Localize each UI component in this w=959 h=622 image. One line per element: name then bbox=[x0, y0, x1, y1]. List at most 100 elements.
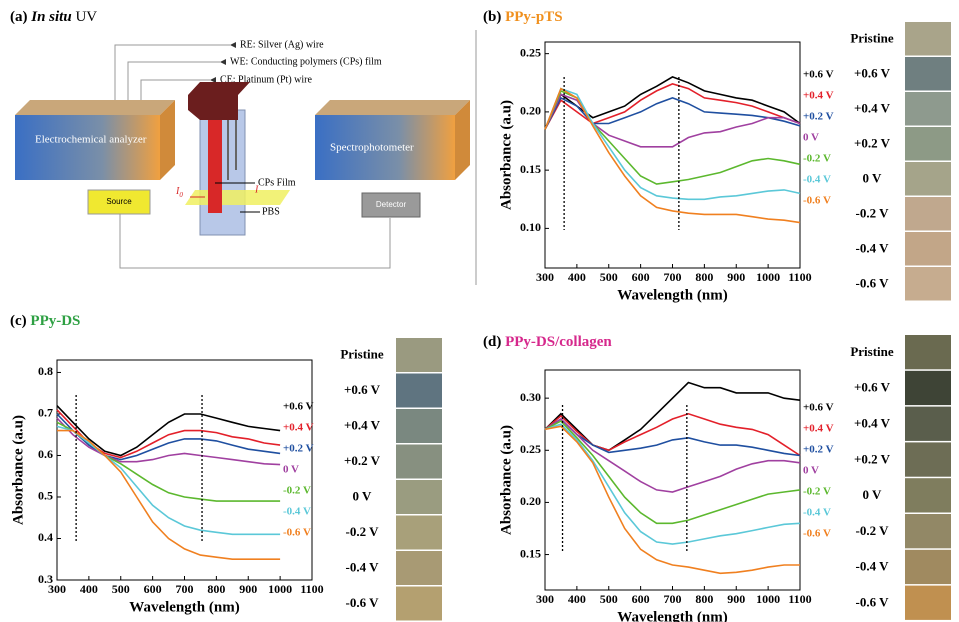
strip-label: -0.2 V bbox=[346, 524, 380, 539]
box-side bbox=[455, 100, 470, 180]
series-line bbox=[56, 417, 281, 466]
y-tick-label: 0.7 bbox=[38, 406, 53, 420]
photo-swatch bbox=[905, 478, 951, 513]
photo-swatch bbox=[396, 444, 442, 479]
photo-swatch bbox=[905, 549, 951, 585]
plot-frame bbox=[544, 41, 801, 269]
x-tick-label: 800 bbox=[695, 270, 713, 284]
y-tick-label: 0.15 bbox=[520, 162, 541, 176]
photo-swatch bbox=[905, 335, 951, 370]
strip-label: +0.6 V bbox=[854, 65, 891, 80]
x-tick-label: 700 bbox=[176, 582, 194, 596]
source-label: Source bbox=[106, 197, 132, 206]
series-line bbox=[544, 96, 801, 130]
i0-label: I0 bbox=[175, 186, 183, 198]
pbs-label: PBS bbox=[262, 206, 280, 217]
x-axis-label: Wavelength (nm) bbox=[617, 609, 727, 622]
series-line bbox=[56, 405, 281, 457]
title-text: PPy-pTS bbox=[505, 9, 563, 25]
spectro-label: Spectrophotometer bbox=[330, 142, 414, 154]
x-tick-label: 500 bbox=[600, 592, 618, 606]
series-label: -0.4 V bbox=[283, 506, 311, 518]
arrow bbox=[210, 77, 216, 83]
y-tick-label: 0.8 bbox=[38, 364, 53, 378]
y-tick-label: 0.20 bbox=[520, 494, 541, 508]
series-line bbox=[544, 420, 801, 525]
strip-label: +0.4 V bbox=[344, 418, 381, 433]
series-label: -0.2 V bbox=[803, 153, 831, 165]
x-tick-label: 1000 bbox=[268, 582, 292, 596]
series-line bbox=[544, 417, 801, 457]
x-tick-label: 900 bbox=[727, 592, 745, 606]
x-tick-label: 300 bbox=[536, 592, 554, 606]
series-line bbox=[544, 423, 801, 545]
we-label: WE: Conducting polymers (CPs) film bbox=[230, 56, 382, 67]
cp-film bbox=[208, 118, 222, 213]
photo-swatch bbox=[905, 370, 951, 406]
x-tick-label: 800 bbox=[695, 592, 713, 606]
series-label: -0.6 V bbox=[803, 195, 831, 207]
chart: (b) PPy-pTS 300 400 500 600 700 800 900 1000 1100… bbox=[483, 9, 951, 303]
y-axis-label: Absorbance (a.u) bbox=[10, 415, 26, 525]
x-tick-label: 300 bbox=[536, 270, 554, 284]
x-tick-label: 400 bbox=[80, 582, 98, 596]
re-label: RE: Silver (Ag) wire bbox=[240, 39, 324, 50]
series-label: -0.6 V bbox=[283, 527, 311, 539]
series-label: +0.4 V bbox=[803, 423, 834, 435]
strip-label: +0.2 V bbox=[854, 451, 891, 466]
strip-label: +0.4 V bbox=[854, 415, 891, 430]
strip-label: -0.4 V bbox=[346, 560, 380, 575]
box-top bbox=[315, 100, 470, 115]
photo-swatch bbox=[396, 373, 442, 408]
i-label: I bbox=[254, 184, 259, 195]
strip-label: +0.2 V bbox=[854, 135, 891, 150]
photo-swatch bbox=[396, 551, 442, 585]
detector-box bbox=[361, 192, 421, 218]
title-rest: UV bbox=[75, 9, 97, 25]
y-tick-label: 0.3 bbox=[38, 572, 53, 586]
series-line bbox=[544, 425, 800, 575]
panel-label: (a) In situ UV bbox=[10, 9, 97, 25]
x-tick-label: 500 bbox=[112, 582, 130, 596]
photo-swatch bbox=[905, 585, 951, 620]
y-tick-label: 0.25 bbox=[520, 45, 541, 59]
x-tick-label: 400 bbox=[568, 592, 586, 606]
strip-label: 0 V bbox=[353, 489, 373, 504]
chart: (d) PPy-DS/collagen 300 400 500 600 700 800 900… bbox=[483, 334, 951, 622]
strip-label: Pristine bbox=[850, 30, 894, 45]
series-line bbox=[56, 425, 281, 536]
series-label: +0.6 V bbox=[803, 402, 834, 414]
series-label: +0.2 V bbox=[283, 443, 314, 455]
strip-label: -0.6 V bbox=[346, 595, 380, 610]
wire bbox=[119, 212, 391, 269]
series-label: +0.2 V bbox=[803, 444, 834, 456]
series-label: +0.4 V bbox=[803, 90, 834, 102]
photo-swatch bbox=[905, 232, 951, 266]
y-tick-label: 0.25 bbox=[520, 442, 541, 456]
photo-swatch bbox=[905, 442, 951, 477]
strip-label: -0.2 V bbox=[856, 523, 890, 538]
photo-swatch bbox=[905, 514, 951, 549]
series-line bbox=[544, 76, 801, 130]
series-label: -0.2 V bbox=[803, 486, 831, 498]
detector-label: Detector bbox=[376, 200, 407, 209]
series-line bbox=[56, 413, 281, 461]
film-label: CPs Film bbox=[258, 177, 296, 188]
y-axis-label: Absorbance (a.u) bbox=[498, 100, 514, 210]
chart-title: (b) PPy-pTS bbox=[483, 9, 563, 25]
series-line bbox=[57, 429, 281, 560]
i0-sub: 0 bbox=[179, 191, 183, 199]
y-axis-label: Absorbance (a.u) bbox=[498, 425, 514, 535]
series-label: 0 V bbox=[803, 465, 819, 477]
diagram: (a) In situ UV RE: Silver (Ag) wire WE: … bbox=[10, 9, 477, 285]
strip-label: 0 V bbox=[863, 487, 883, 502]
i0-main: I bbox=[175, 186, 180, 197]
series-line bbox=[56, 409, 281, 459]
y-tick-label: 0.6 bbox=[38, 447, 53, 461]
x-tick-label: 700 bbox=[664, 592, 682, 606]
series-label: 0 V bbox=[283, 464, 299, 476]
strip-label: -0.4 V bbox=[856, 559, 890, 574]
series-label: 0 V bbox=[803, 132, 819, 144]
photo-swatch bbox=[905, 57, 951, 91]
